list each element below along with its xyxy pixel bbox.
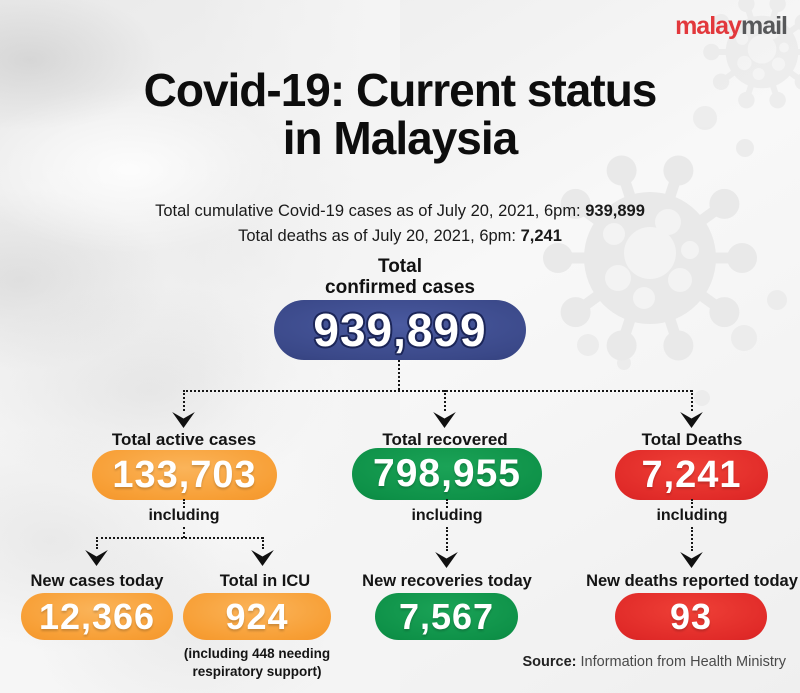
including-label-recovered: including	[411, 507, 483, 524]
label-total-in-icu: Total in ICU	[219, 572, 311, 590]
including-label-active: including	[148, 507, 220, 524]
icu-note: (including 448 needing respiratory suppo…	[147, 645, 367, 681]
icu-pill: 924	[183, 593, 331, 640]
total-confirmed-pill: 939,899	[274, 300, 526, 360]
arrow-down-icon	[680, 411, 703, 428]
new-recoveries-pill: 7,567	[375, 593, 518, 640]
dotted-connector	[183, 499, 185, 508]
dotted-connector	[183, 527, 185, 538]
subtitle-text-1: Total cumulative Covid-19 cases as of Ju…	[155, 202, 581, 220]
malaymail-logo: malaymail	[675, 12, 788, 41]
subtitle-line-1: Total cumulative Covid-19 cases as of Ju…	[0, 199, 800, 224]
page-title: Covid-19: Current status in Malaysia	[0, 66, 800, 163]
new-deaths-value: 93	[669, 595, 713, 637]
source-text: Information from Health Ministry	[580, 654, 786, 670]
arrow-down-icon	[172, 411, 195, 428]
dotted-connector	[446, 527, 448, 551]
subtitle: Total cumulative Covid-19 cases as of Ju…	[0, 199, 800, 249]
branch-label-recovered: Total recovered	[382, 430, 508, 449]
new-deaths-pill: 93	[615, 593, 767, 640]
recovered-pill: 798,955	[352, 448, 542, 500]
total-confirmed-label: Total confirmed cases	[0, 256, 800, 299]
subtitle-text-2: Total deaths as of July 20, 2021, 6pm:	[238, 226, 517, 245]
label-new-deaths: New deaths reported today	[586, 572, 798, 590]
new-recoveries-value: 7,567	[398, 595, 495, 637]
source-note: Source: Information from Health Ministry	[522, 654, 786, 670]
total-confirmed-label-line2: confirmed cases	[325, 277, 475, 299]
deaths-value: 7,241	[641, 453, 742, 496]
dotted-connector	[444, 390, 446, 411]
dotted-connector	[262, 537, 264, 549]
subtitle-value-2: 7,241	[520, 226, 562, 245]
active-cases-value: 133,703	[112, 453, 257, 496]
dotted-connector	[446, 499, 448, 508]
arrow-down-icon	[680, 551, 703, 568]
dotted-connector	[691, 390, 693, 411]
label-new-recoveries: New recoveries today	[362, 572, 532, 590]
icu-note-line2: respiratory support)	[192, 664, 322, 680]
dotted-connector	[96, 537, 263, 539]
icu-note-line1: (including 448 needing	[183, 646, 331, 661]
logo-word-mail: mail	[740, 12, 788, 40]
recovered-value: 798,955	[373, 452, 521, 495]
arrow-down-icon	[433, 411, 456, 428]
including-label-deaths: including	[656, 507, 728, 524]
title-line-2: in Malaysia	[282, 112, 518, 165]
deaths-pill: 7,241	[615, 450, 768, 500]
subtitle-line-2: Total deaths as of July 20, 2021, 6pm: 7…	[0, 224, 800, 249]
arrow-down-icon	[435, 551, 458, 568]
title-line-1: Covid-19: Current status	[143, 64, 658, 116]
arrow-down-icon	[251, 549, 274, 566]
dotted-connector	[691, 499, 693, 508]
logo-word-malay: malay	[675, 12, 742, 40]
icu-value: 924	[225, 595, 289, 637]
active-cases-pill: 133,703	[92, 450, 277, 500]
dotted-connector	[398, 360, 400, 390]
label-new-cases-today: New cases today	[30, 572, 164, 590]
new-cases-pill: 12,366	[21, 593, 173, 640]
source-label: Source:	[522, 654, 577, 670]
new-cases-value: 12,366	[38, 595, 156, 637]
dotted-connector	[183, 390, 692, 392]
branch-label-active-cases: Total active cases	[111, 430, 257, 449]
subtitle-value-1: 939,899	[585, 202, 645, 220]
branch-label-deaths: Total Deaths	[641, 430, 743, 449]
total-confirmed-label-line1: Total	[378, 256, 422, 277]
dotted-connector	[183, 390, 185, 411]
dotted-connector	[96, 537, 98, 549]
dotted-connector	[691, 527, 693, 551]
total-confirmed-value: 939,899	[313, 304, 487, 356]
arrow-down-icon	[85, 549, 108, 566]
